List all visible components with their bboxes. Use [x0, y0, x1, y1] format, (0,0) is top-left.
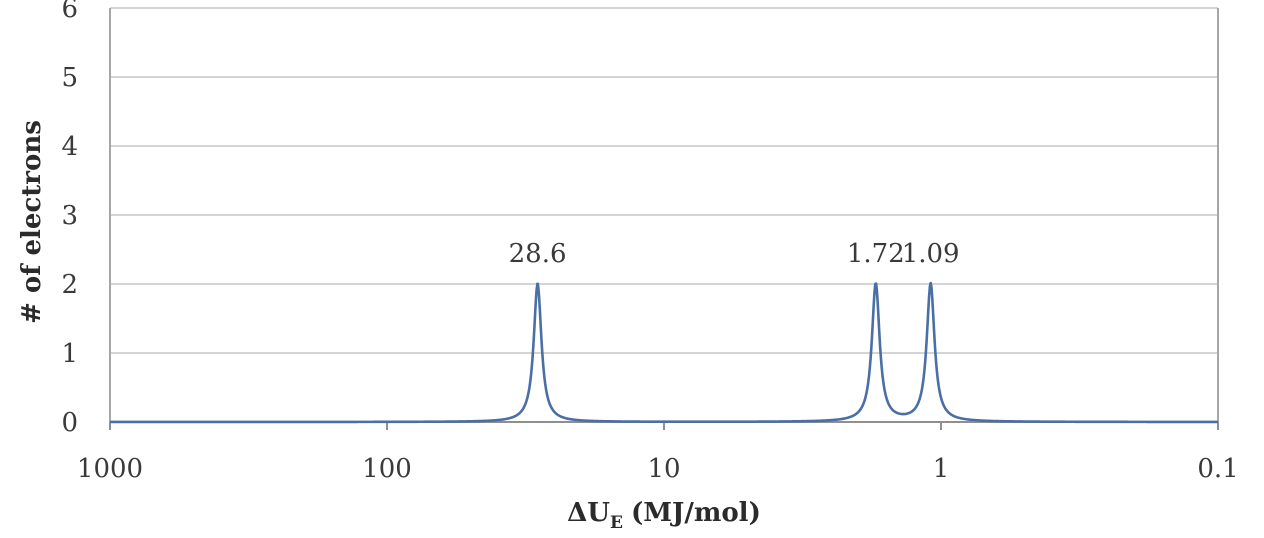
x-tick-label: 1000 — [77, 454, 143, 484]
peak-label-3: 1.09 — [902, 239, 960, 269]
peak-apex-3 — [929, 282, 933, 286]
peak-apex-2 — [874, 282, 878, 286]
x-tick-label: 0.1 — [1197, 454, 1238, 484]
y-axis-title: # of electrons — [17, 120, 47, 324]
peak-label-2: 1.72 — [847, 239, 905, 269]
x-axis-title-subscript: E — [610, 513, 623, 533]
y-tick-label: 4 — [61, 132, 78, 162]
spectrum-line — [109, 281, 1219, 424]
y-tick-label: 0 — [61, 408, 78, 438]
y-tick-labels: 0 1 2 3 4 5 6 — [61, 0, 78, 438]
peak-label-1: 28.6 — [509, 239, 567, 269]
x-axis-title-symbol: ΔU — [567, 498, 610, 528]
x-tick-labels: 1000 100 10 1 0.1 — [77, 454, 1239, 484]
y-tick-label: 2 — [61, 270, 78, 300]
data-labels: 28.6 1.721.09 — [509, 239, 960, 269]
x-axis-title-units: (MJ/mol) — [631, 498, 761, 528]
gridlines — [110, 7, 1218, 354]
x-tick-label: 10 — [647, 454, 680, 484]
y-tick-label: 3 — [61, 201, 78, 231]
x-tick-label: 1 — [933, 454, 950, 484]
y-tick-label: 5 — [61, 63, 78, 93]
series — [109, 281, 1219, 424]
peak-apex-1 — [536, 282, 540, 286]
y-tick-label: 1 — [61, 339, 78, 369]
x-axis-title: ΔUE (MJ/mol) — [567, 498, 761, 533]
y-tick-label: 6 — [61, 0, 78, 24]
x-tick-label: 100 — [362, 454, 412, 484]
plot-frame — [109, 8, 1219, 430]
